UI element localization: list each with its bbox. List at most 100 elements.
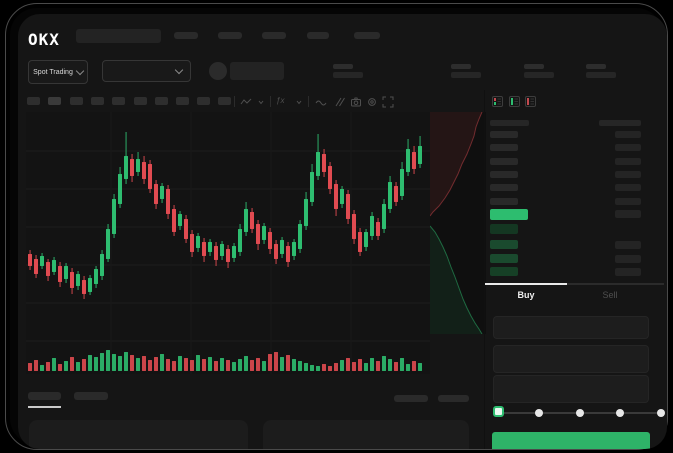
ask-row-price[interactable] [490, 158, 518, 165]
fullscreen-icon[interactable] [381, 95, 394, 108]
orderbook-amount-header [599, 120, 641, 126]
buy-submit-button[interactable] [492, 432, 650, 449]
chevron-down-icon [75, 66, 85, 75]
stat-label [586, 64, 606, 69]
depth-chart[interactable] [429, 111, 486, 335]
ask-row-amount [615, 131, 641, 138]
stat-label [333, 64, 353, 69]
volume-bars-layer [28, 350, 422, 371]
ask-row-amount [615, 198, 641, 205]
slider-tick[interactable] [576, 409, 584, 417]
timeframe-button[interactable] [134, 97, 147, 105]
tab-sell[interactable]: Sell [602, 290, 618, 300]
timeframe-button[interactable] [197, 97, 210, 105]
timeframe-button[interactable] [155, 97, 168, 105]
bottom-tab-open-orders[interactable] [28, 392, 61, 400]
slider-tick[interactable] [616, 409, 624, 417]
depth-bids-line [429, 225, 483, 335]
orderbook-view-both-icon[interactable] [492, 94, 503, 107]
tab-underline-track [485, 283, 664, 285]
ask-row-amount [615, 184, 641, 191]
nav-item[interactable] [262, 32, 286, 39]
ask-row-amount [615, 171, 641, 178]
bid-row-price[interactable] [490, 254, 518, 263]
timeframe-button[interactable] [48, 97, 61, 105]
orderbook-view-asks-icon[interactable] [525, 94, 536, 107]
chart-gridlines [26, 112, 430, 374]
bottom-action-link[interactable] [438, 395, 469, 402]
screenshot-camera-icon[interactable] [349, 95, 362, 108]
settings-gear-icon[interactable] [365, 95, 378, 108]
ask-row-price[interactable] [490, 144, 518, 151]
nav-item[interactable] [218, 32, 242, 39]
timeframe-button[interactable] [176, 97, 189, 105]
pair-name-placeholder [230, 62, 284, 80]
chart-type-icon[interactable] [239, 95, 252, 108]
slider-tick[interactable] [657, 409, 665, 417]
panel-divider [484, 90, 485, 449]
bottom-active-tab-underline [28, 406, 61, 408]
ask-row-price[interactable] [490, 131, 518, 138]
ask-row-price[interactable] [490, 184, 518, 191]
indicators-icon[interactable]: ƒx [276, 96, 285, 105]
bid-row-price[interactable] [490, 267, 518, 276]
timeframe-button[interactable] [91, 97, 104, 105]
slider-tick[interactable] [535, 409, 543, 417]
chevron-down-icon[interactable] [254, 95, 267, 108]
timeframe-button[interactable] [70, 97, 83, 105]
nav-item[interactable] [174, 32, 198, 39]
total-input[interactable] [493, 375, 649, 403]
stat-label [524, 64, 544, 69]
nav-item[interactable] [307, 32, 329, 39]
stat-label [451, 64, 471, 69]
stat-value [333, 72, 363, 78]
slider-handle[interactable] [493, 406, 504, 417]
okx-logo: OKX [28, 30, 60, 49]
coin-avatar [209, 62, 227, 80]
toolbar-divider [234, 96, 235, 107]
depth-asks-line [429, 111, 483, 217]
orderbook-price-header [490, 120, 529, 126]
market-type-label: Spot Trading [33, 68, 73, 76]
line-tool-icon[interactable] [314, 95, 327, 108]
ask-row-amount [615, 144, 641, 151]
bid-row-price[interactable] [490, 240, 518, 249]
market-type-dropdown[interactable]: Spot Trading [28, 60, 88, 84]
orders-table-panel [29, 420, 248, 449]
candlestick-chart[interactable] [26, 112, 430, 374]
timeframe-button[interactable] [218, 97, 231, 105]
bottom-tab-history[interactable] [74, 392, 108, 400]
orderbook-view-bids-icon[interactable] [509, 94, 520, 107]
app-window: OKX Spot Trading ƒx [18, 14, 667, 449]
bid-row-price[interactable] [490, 224, 518, 234]
orders-table-panel [263, 420, 469, 449]
toolbar-divider [270, 96, 271, 107]
ask-row-price[interactable] [490, 198, 518, 205]
last-price-amount [615, 210, 641, 218]
price-input[interactable] [493, 316, 649, 339]
tab-buy[interactable]: Buy [517, 290, 535, 300]
toolbar-divider [308, 96, 309, 107]
search-input[interactable] [76, 29, 161, 43]
chevron-down-icon[interactable] [292, 95, 305, 108]
chevron-down-icon [174, 65, 184, 74]
timeframe-button[interactable] [27, 97, 40, 105]
bid-row-amount [615, 241, 641, 249]
bid-row-amount [615, 268, 641, 276]
ask-row-amount [615, 158, 641, 165]
stat-value [451, 72, 481, 78]
trendline-tool-icon[interactable] [332, 95, 345, 108]
last-price-highlight[interactable] [490, 209, 528, 220]
stat-value [586, 72, 616, 78]
active-tab-underline [485, 283, 567, 285]
bottom-action-link[interactable] [394, 395, 428, 402]
pair-selector-dropdown[interactable] [102, 60, 191, 82]
ask-row-price[interactable] [490, 171, 518, 178]
candles-layer [28, 132, 422, 299]
timeframe-button[interactable] [112, 97, 125, 105]
bid-row-amount [615, 255, 641, 263]
device-frame: OKX Spot Trading ƒx [5, 3, 668, 450]
nav-item[interactable] [354, 32, 380, 39]
amount-input[interactable] [493, 345, 649, 373]
depth-asks-area [430, 112, 482, 216]
